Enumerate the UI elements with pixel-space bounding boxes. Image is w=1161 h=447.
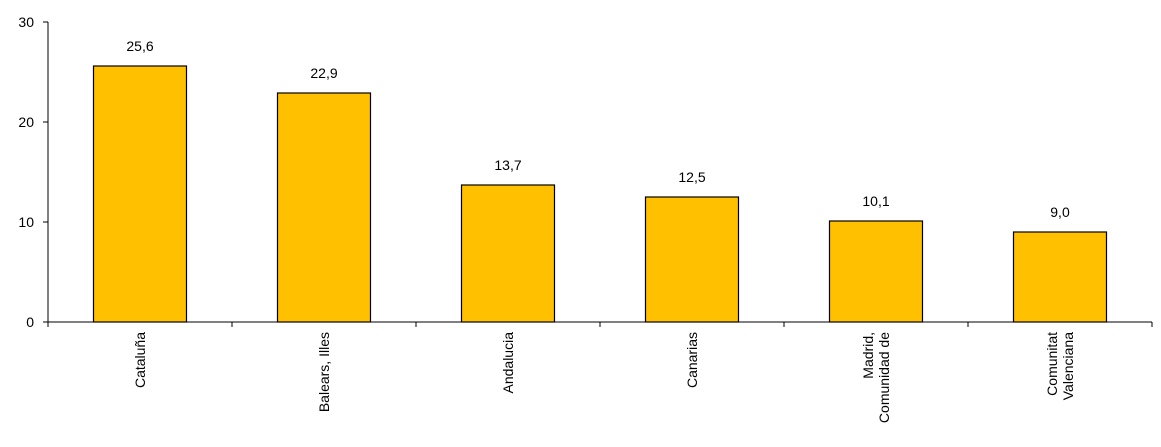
bar-value-label: 9,0 [1050,204,1070,220]
bar [1012,231,1108,323]
x-category-label: Canarias [684,332,700,388]
bar [644,196,740,323]
y-tick-label: 20 [18,114,34,130]
bar [828,220,924,323]
x-category-label: Madrid,Comunidad de [860,332,892,423]
x-axis: Cataluña Balears, Illes Andalucia Canarias M… [47,321,1153,423]
bar-value-label: 12,5 [678,169,705,185]
x-category-label: Andalucia [500,332,516,394]
x-category-label: ComunitatValenciana [1044,332,1076,400]
y-tick-label: 30 [18,14,34,30]
bar-value-label: 10,1 [862,193,889,209]
bar [92,65,188,323]
bar-value-label: 13,7 [494,157,521,173]
x-category-label: Cataluña [132,332,148,388]
bar-value-label: 25,6 [126,38,153,54]
bar [460,184,556,323]
bar [276,92,372,323]
x-category-label: Balears, Illes [316,332,332,412]
bar-value-label: 22,9 [310,65,337,81]
y-tick-label: 10 [18,214,34,230]
bars: 25,6 22,9 13,7 12,5 10,1 9,0 [92,38,1108,323]
y-tick-label: 0 [26,314,34,330]
y-axis: 0 10 20 30 [18,14,49,330]
